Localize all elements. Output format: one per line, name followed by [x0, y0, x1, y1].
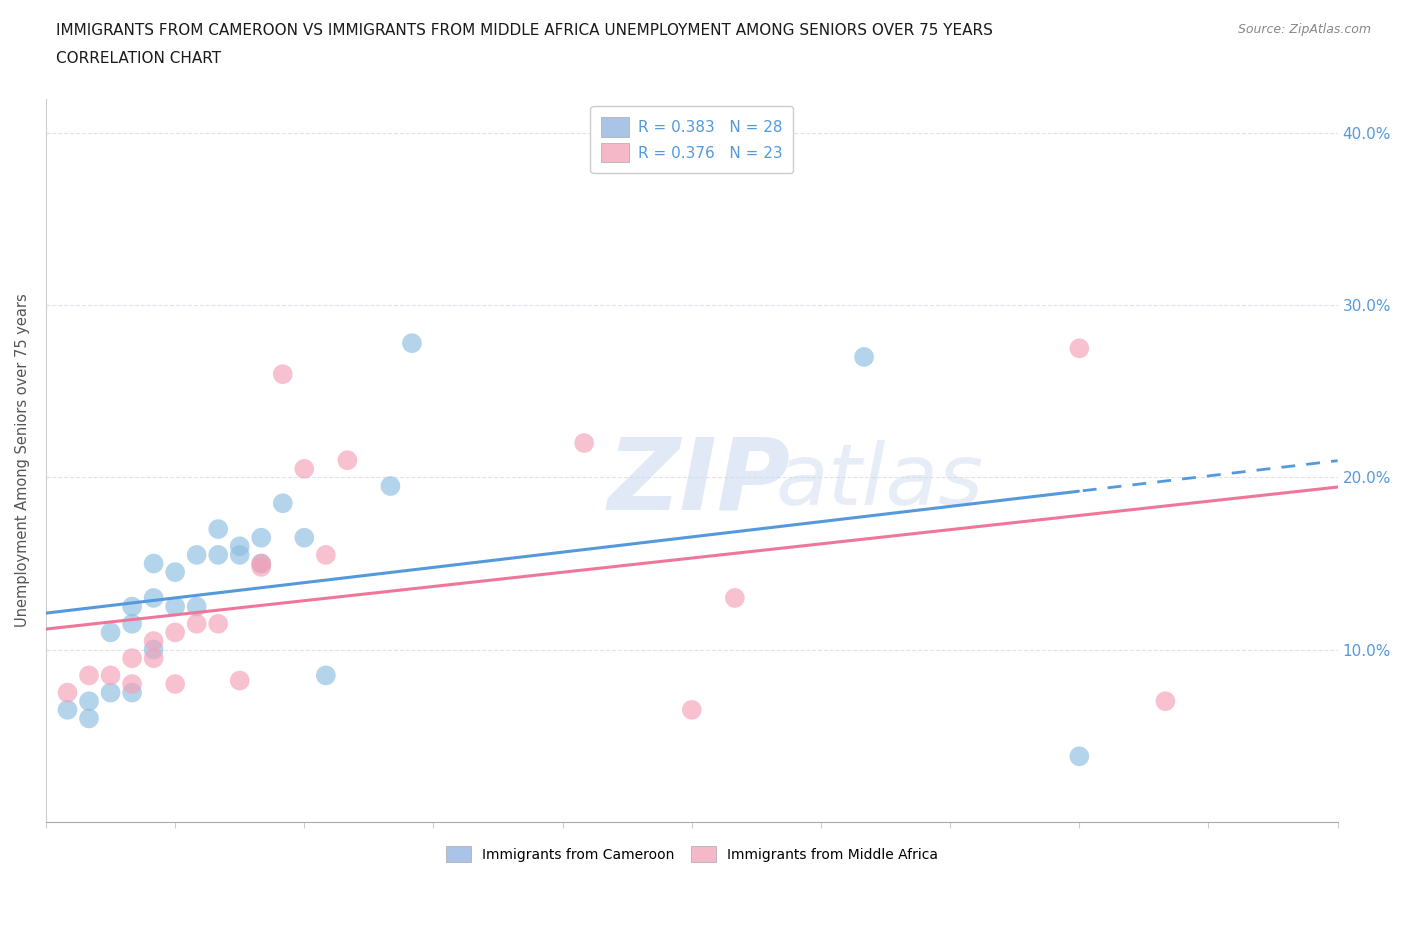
Point: [142, 591, 165, 605]
Point: [572, 435, 595, 450]
Point: [186, 548, 208, 563]
Point: [142, 642, 165, 657]
Text: CORRELATION CHART: CORRELATION CHART: [56, 51, 221, 66]
Point: [121, 599, 143, 614]
Point: [121, 677, 143, 692]
Point: [142, 651, 165, 666]
Point: [207, 617, 229, 631]
Point: [681, 702, 703, 717]
Point: [315, 548, 337, 563]
Point: [77, 668, 100, 683]
Point: [401, 336, 423, 351]
Point: [121, 617, 143, 631]
Point: [165, 625, 187, 640]
Point: [380, 479, 402, 494]
Point: [207, 522, 229, 537]
Point: [100, 668, 122, 683]
Point: [165, 565, 187, 579]
Point: [121, 685, 143, 700]
Point: [228, 548, 250, 563]
Point: [724, 591, 747, 605]
Point: [77, 711, 100, 726]
Text: IMMIGRANTS FROM CAMEROON VS IMMIGRANTS FROM MIDDLE AFRICA UNEMPLOYMENT AMONG SEN: IMMIGRANTS FROM CAMEROON VS IMMIGRANTS F…: [56, 23, 993, 38]
Point: [853, 350, 876, 365]
Point: [207, 548, 229, 563]
Y-axis label: Unemployment Among Seniors over 75 years: Unemployment Among Seniors over 75 years: [15, 293, 30, 627]
Point: [56, 685, 79, 700]
Point: [1069, 341, 1091, 356]
Point: [142, 556, 165, 571]
Point: [77, 694, 100, 709]
Point: [271, 366, 294, 381]
Point: [100, 685, 122, 700]
Text: atlas: atlas: [776, 441, 984, 524]
Point: [186, 599, 208, 614]
Point: [228, 673, 250, 688]
Text: ZIP: ZIP: [607, 433, 790, 530]
Point: [186, 617, 208, 631]
Point: [250, 556, 273, 571]
Point: [228, 538, 250, 553]
Legend: Immigrants from Cameroon, Immigrants from Middle Africa: Immigrants from Cameroon, Immigrants fro…: [439, 839, 945, 869]
Point: [250, 530, 273, 545]
Point: [315, 668, 337, 683]
Point: [1154, 694, 1177, 709]
Point: [121, 651, 143, 666]
Point: [336, 453, 359, 468]
Point: [100, 625, 122, 640]
Point: [1069, 749, 1091, 764]
Text: Source: ZipAtlas.com: Source: ZipAtlas.com: [1237, 23, 1371, 36]
Point: [292, 461, 315, 476]
Point: [271, 496, 294, 511]
Point: [250, 556, 273, 571]
Point: [165, 599, 187, 614]
Point: [165, 677, 187, 692]
Point: [292, 530, 315, 545]
Point: [56, 702, 79, 717]
Point: [142, 633, 165, 648]
Point: [250, 560, 273, 575]
